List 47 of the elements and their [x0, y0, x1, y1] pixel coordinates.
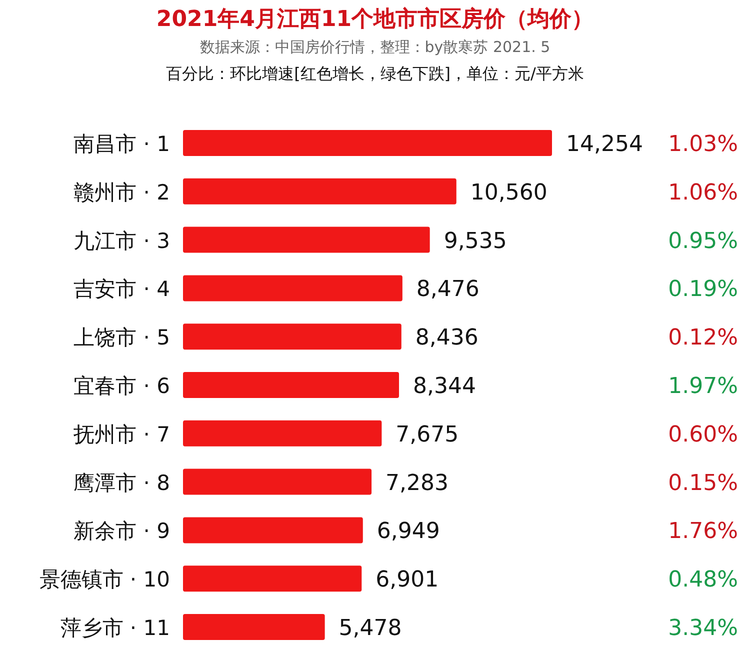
y-tick-label: 鹰潭市 · 8 — [74, 470, 170, 495]
data-label: 6,901 — [376, 568, 439, 593]
chart-subtitle: 数据来源：中国房价行情，整理：by散寒苏 2021. 5 — [200, 38, 550, 56]
text: 0.48% — [668, 568, 738, 593]
bar — [183, 324, 402, 350]
text: 0.60% — [668, 422, 738, 448]
data-label: 6,949 — [376, 519, 440, 544]
text: 0.15% — [668, 470, 738, 496]
y-tick-label: 赣州市 · 2 — [74, 180, 170, 204]
text: 1.76% — [668, 519, 738, 544]
data-label: 8,436 — [415, 326, 478, 351]
y-tick-label: 新余市 · 9 — [74, 519, 170, 544]
text: 百分比：环比增速[红色增长，绿色下跌]，单位：元/平方米 — [166, 64, 584, 83]
data-label: 8,344 — [413, 374, 476, 399]
text: 0.12% — [668, 326, 738, 351]
chart-title: 2021年4月江西11个地市市区房价（均价） — [156, 6, 594, 32]
bar — [183, 420, 382, 446]
bar — [183, 275, 402, 302]
y-tick-label: 九江市 · 3 — [74, 228, 170, 253]
text: 0.95% — [668, 228, 738, 254]
text: 1.06% — [668, 180, 738, 206]
data-label: 5,478 — [338, 616, 402, 641]
data-label: 10,560 — [470, 180, 548, 206]
bar — [183, 517, 363, 544]
y-tick-label: 抚州市 · 7 — [72, 422, 170, 446]
bar — [183, 614, 325, 640]
text: 1.97% — [668, 374, 738, 399]
text: 3.34% — [668, 616, 738, 641]
data-label: 7,675 — [396, 422, 459, 448]
bar — [183, 372, 400, 398]
y-tick-label: 宜春市 · 6 — [74, 374, 170, 398]
y-tick-label: 景德镇市 · 10 — [39, 568, 170, 592]
text: 1.03% — [668, 132, 738, 157]
y-tick-label: 上饶市 · 5 — [74, 326, 170, 350]
data-label: 9,535 — [444, 228, 507, 254]
bar — [183, 226, 430, 253]
y-tick-label: 吉安市 · 4 — [74, 277, 170, 302]
data-label: 7,283 — [386, 470, 449, 496]
bar — [183, 178, 456, 204]
y-tick-label: 南昌市 · 1 — [74, 132, 170, 156]
bar — [183, 566, 362, 592]
data-label: 8,476 — [416, 277, 480, 302]
y-tick-label: 萍乡市 · 11 — [60, 616, 170, 640]
text: 0.19% — [668, 277, 738, 302]
data-label: 14,254 — [566, 132, 643, 157]
bar — [183, 468, 372, 495]
bar — [183, 130, 552, 156]
